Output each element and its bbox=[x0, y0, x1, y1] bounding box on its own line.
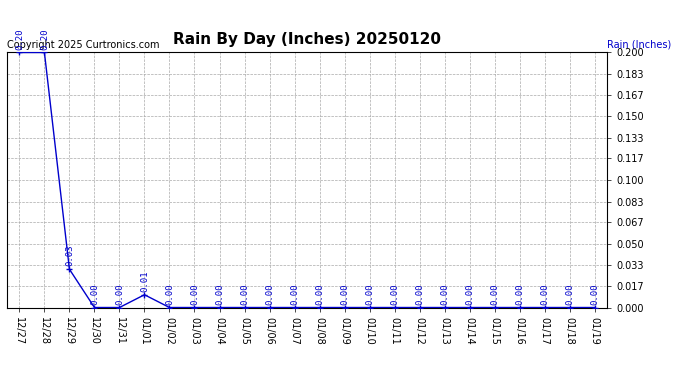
Text: 0.00: 0.00 bbox=[265, 283, 274, 305]
Text: 0.00: 0.00 bbox=[565, 283, 574, 305]
Text: 0.00: 0.00 bbox=[440, 283, 449, 305]
Text: 0.03: 0.03 bbox=[65, 245, 74, 267]
Text: 0.00: 0.00 bbox=[315, 283, 324, 305]
Text: 0.01: 0.01 bbox=[140, 270, 149, 292]
Text: 0.00: 0.00 bbox=[365, 283, 374, 305]
Text: 0.00: 0.00 bbox=[215, 283, 224, 305]
Text: 0.00: 0.00 bbox=[190, 283, 199, 305]
Text: 0.00: 0.00 bbox=[115, 283, 124, 305]
Text: 0.00: 0.00 bbox=[515, 283, 524, 305]
Text: 0.00: 0.00 bbox=[540, 283, 549, 305]
Text: 0.00: 0.00 bbox=[240, 283, 249, 305]
Text: 0.00: 0.00 bbox=[415, 283, 424, 305]
Text: 0.00: 0.00 bbox=[340, 283, 349, 305]
Text: Rain (Inches): Rain (Inches) bbox=[607, 40, 671, 50]
Text: 0.20: 0.20 bbox=[40, 28, 49, 50]
Title: Rain By Day (Inches) 20250120: Rain By Day (Inches) 20250120 bbox=[173, 32, 441, 47]
Text: 0.00: 0.00 bbox=[390, 283, 399, 305]
Text: Copyright 2025 Curtronics.com: Copyright 2025 Curtronics.com bbox=[7, 40, 159, 50]
Text: 0.00: 0.00 bbox=[290, 283, 299, 305]
Text: 0.00: 0.00 bbox=[590, 283, 599, 305]
Text: 0.00: 0.00 bbox=[465, 283, 474, 305]
Text: 0.00: 0.00 bbox=[490, 283, 499, 305]
Text: 0.20: 0.20 bbox=[15, 28, 24, 50]
Text: 0.00: 0.00 bbox=[90, 283, 99, 305]
Text: 0.00: 0.00 bbox=[165, 283, 174, 305]
